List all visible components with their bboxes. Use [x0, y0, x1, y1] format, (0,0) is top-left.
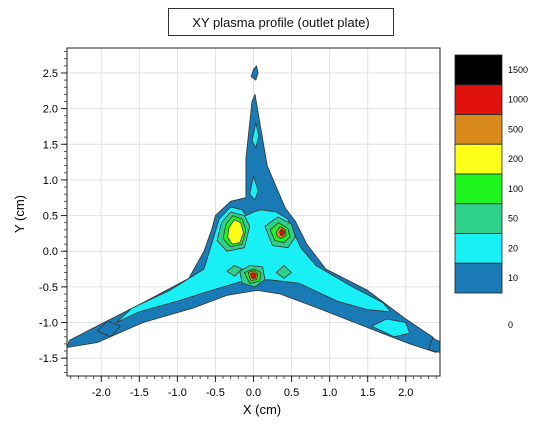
contour-region-10	[250, 65, 259, 81]
x-tick-label: 0.5	[284, 387, 299, 399]
y-tick-label: 1.0	[43, 175, 58, 187]
colorbar-swatch-20	[454, 233, 503, 264]
chart-title-box: XY plasma profile (outlet plate)	[168, 8, 394, 36]
contour-region-20	[371, 318, 411, 338]
y-tick-label: 2.5	[43, 68, 58, 80]
x-tick-label: 1.0	[322, 387, 337, 399]
colorbar-swatch-1500	[454, 54, 503, 86]
colorbar-swatch-500	[454, 114, 503, 145]
contour-region-10	[428, 337, 440, 353]
y-tick-label: 0.5	[43, 211, 58, 223]
contour-regions	[67, 65, 440, 353]
contour-region-10	[97, 320, 121, 338]
colorbar-label-0: 0	[508, 320, 513, 330]
colorbar-swatch-10	[454, 262, 503, 294]
x-axis: -2.0 -1.5 -1.0 -0.5 0.0 0.5 1.0 1.5 2.0	[70, 376, 437, 399]
colorbar-label-500: 500	[508, 124, 523, 134]
contour-region-1000	[278, 228, 286, 236]
colorbar-swatch-100	[454, 173, 503, 205]
y-tick-label: -1.0	[39, 318, 58, 330]
x-tick-label: -2.0	[92, 387, 111, 399]
x-axis-label: X (cm)	[243, 402, 281, 417]
colorbar-label-1500: 1500	[508, 65, 528, 75]
y-tick-label: 1.5	[43, 139, 58, 151]
x-tick-label: 1.5	[360, 387, 375, 399]
contour-region-50	[275, 265, 293, 279]
contour-region-20	[249, 175, 259, 201]
colorbar-label-10: 10	[508, 273, 518, 283]
colorbar-label-100: 100	[508, 184, 523, 194]
contour-region-50	[226, 265, 243, 277]
colorbar-swatch-50	[454, 203, 503, 234]
y-axis: -1.5 -1.0 -0.5 0.0 0.5 1.0 1.5 2.0 2.5	[39, 51, 67, 373]
colorbar-label-50: 50	[508, 214, 518, 224]
contour-region-20	[251, 122, 260, 149]
colorbar-label-200: 200	[508, 154, 523, 164]
chart-title: XY plasma profile (outlet plate)	[192, 14, 370, 30]
colorbar-swatch-1000	[454, 84, 503, 115]
x-tick-label: 2.0	[398, 387, 413, 399]
x-tick-label: -1.0	[168, 387, 187, 399]
x-tick-label: 0.0	[246, 387, 261, 399]
colorbar-label-1000: 1000	[508, 95, 528, 105]
y-tick-label: 2.0	[43, 104, 58, 116]
x-tick-label: -1.5	[130, 387, 149, 399]
colorbar-label-20: 20	[508, 243, 518, 253]
contour-region-200	[227, 219, 245, 245]
contour-region-1000	[250, 272, 257, 279]
y-tick-label: -1.5	[39, 353, 58, 365]
x-tick-label: -0.5	[206, 387, 225, 399]
y-axis-label: Y (cm)	[12, 195, 27, 233]
contour-region-20	[116, 206, 391, 323]
y-tick-label: 0.0	[43, 246, 58, 258]
colorbar-swatch-200	[454, 143, 503, 175]
y-tick-label: -0.5	[39, 282, 58, 294]
